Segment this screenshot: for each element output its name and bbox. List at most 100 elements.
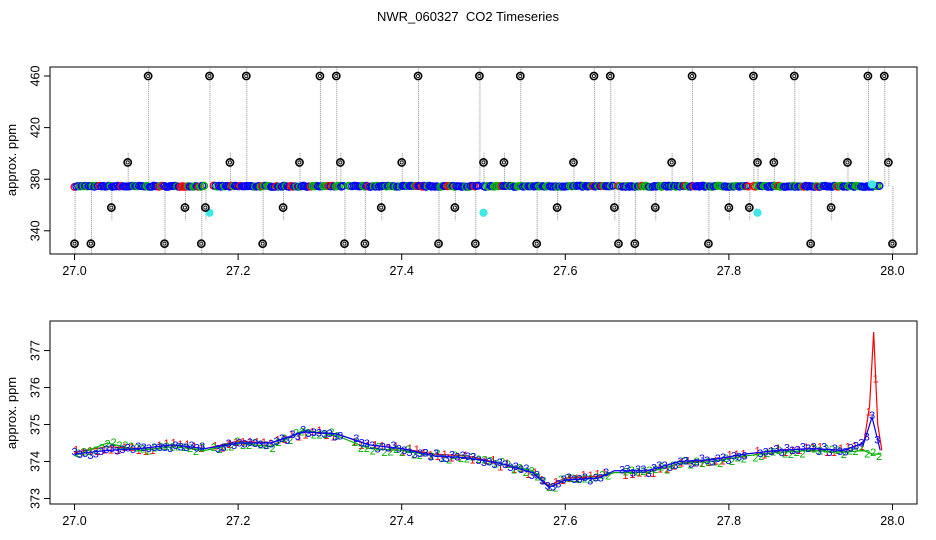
bottom-series-3-marker: 3 (763, 446, 769, 458)
bottom-series-2-marker: 2 (540, 475, 546, 487)
bottom-series-3-marker: 3 (853, 441, 859, 453)
bottom-series-2-marker: 2 (228, 442, 234, 454)
bottom-series-3-marker: 3 (864, 431, 870, 443)
bottom-series-1-marker: 1 (831, 447, 837, 459)
top-calibration-point-inner (334, 74, 339, 79)
top-calibration-point-inner (865, 74, 870, 79)
bottom-series-2-marker: 2 (393, 444, 399, 456)
bottom-series-3-marker: 3 (534, 470, 540, 482)
bottom-series-2-marker: 2 (322, 429, 328, 441)
bottom-series-2-marker: 2 (711, 456, 717, 468)
bottom-series-1-marker: 1 (643, 467, 649, 479)
top-data-point (875, 181, 884, 190)
bottom-series-1-marker: 1 (115, 445, 121, 457)
top-calibration-point (843, 158, 852, 167)
bottom-series-2-marker: 2 (264, 440, 270, 452)
bottom-series-2-marker: 2 (564, 472, 570, 484)
bottom-series-1-marker: 1 (511, 464, 517, 476)
bottom-series-3-marker: 3 (486, 457, 492, 469)
bottom-series-3-marker: 3 (162, 442, 168, 454)
top-calibration-point-inner (182, 205, 187, 210)
top-calibration-point (434, 239, 443, 249)
bottom-series-3-marker: 3 (284, 435, 290, 447)
top-calibration-point (413, 71, 423, 81)
top-calibration-point (724, 203, 734, 212)
bottom-series-1-marker: 1 (782, 447, 788, 459)
top-calibration-point (315, 71, 325, 81)
bottom-series-3-marker: 3 (513, 461, 519, 473)
bottom-series-3-marker: 3 (417, 448, 423, 460)
bottom-series-3-marker: 3 (178, 442, 184, 454)
bottom-series-1-marker: 1 (122, 442, 128, 454)
bottom-series-3-marker: 3 (688, 459, 694, 471)
top-x-axis: 27.0 27.2 27.4 27.6 27.8 28.0 (62, 253, 905, 278)
top-calibration-point (335, 158, 345, 167)
bottom-series-2-marker: 2 (688, 460, 694, 472)
top-calibration-point-inner (379, 205, 384, 210)
bottom-series-2-line (74, 429, 881, 489)
top-calibration-point-inner (473, 241, 478, 246)
bottom-series-2-marker: 2 (293, 427, 299, 439)
bottom-series-3-marker: 3 (220, 442, 226, 454)
top-calibration-point-inner (109, 205, 114, 210)
bottom-series-2-marker: 2 (552, 482, 558, 494)
top-calibration-point (241, 71, 251, 81)
bottom-series-1-marker: 1 (595, 469, 601, 481)
bottom-series-1-marker: 1 (449, 452, 455, 464)
bottom-series-3-marker: 3 (789, 445, 795, 457)
bottom-series-2-marker: 2 (246, 440, 252, 452)
bottom-series-2-marker: 2 (375, 441, 381, 453)
bottom-series-3-marker: 3 (401, 445, 407, 457)
bottom-series-3-marker: 3 (385, 442, 391, 454)
top-calibration-point-inner (416, 74, 421, 79)
bottom-series-2-marker: 2 (811, 444, 817, 456)
bottom-series-2-marker: 2 (222, 442, 228, 454)
bottom-series-3-marker: 3 (300, 425, 306, 437)
bottom-series-3-marker: 3 (71, 446, 77, 458)
bottom-series-2-marker: 2 (729, 456, 735, 468)
top-y-axis: 340 380 420 460 (28, 66, 51, 241)
top-calibration-point-inner (518, 74, 523, 79)
top-calibration-point (753, 158, 762, 167)
top-calibration-point-inner (808, 241, 813, 246)
top-calibration-point (532, 239, 542, 249)
bottom-series-3-marker: 3 (502, 459, 508, 471)
top-calibration-point-inner (751, 74, 756, 79)
bottom-series-1-marker: 1 (692, 457, 698, 469)
bottom-series-2-marker: 2 (311, 430, 317, 442)
bottom-series-3-marker: 3 (507, 462, 513, 474)
bottom-series-3-marker: 3 (736, 452, 742, 464)
bottom-series-2-marker: 2 (163, 441, 169, 453)
top-calibration-point-inner (792, 74, 797, 79)
top-calibration-point (331, 71, 341, 81)
top-calibration-point-inner (207, 74, 212, 79)
bottom-series-2-marker: 2 (269, 443, 275, 455)
bottom-series-3-marker: 3 (438, 453, 444, 465)
bottom-series-2-marker: 2 (758, 451, 764, 463)
bottom-series-2-marker: 2 (458, 453, 464, 465)
bottom-series-1-marker: 1 (289, 429, 295, 441)
bottom-series-1-marker: 1 (699, 458, 705, 470)
top-calibration-point-inner (501, 160, 506, 165)
bottom-series-2-marker: 2 (81, 446, 87, 458)
bottom-series-3-marker: 3 (816, 446, 822, 458)
bottom-series-2-marker: 2 (287, 435, 293, 447)
bottom-series-2-marker: 2 (847, 445, 853, 457)
bottom-series-3-marker: 3 (603, 467, 609, 479)
top-calibration-point (704, 239, 713, 249)
bottom-x-tick-label: 27.6 (553, 514, 577, 528)
bottom-series-3-marker: 3 (263, 440, 269, 452)
top-calibration-point-inner (72, 241, 77, 246)
top-calibration-point (475, 71, 484, 81)
bottom-series-2-marker: 2 (841, 449, 847, 461)
bottom-series-1-marker: 1 (330, 432, 336, 444)
top-calibration-point (360, 239, 370, 249)
top-calibration-point-inner (555, 205, 560, 210)
bottom-x-tick-label: 28.0 (880, 514, 904, 528)
bottom-y-axis-label: approx. ppm (4, 377, 19, 449)
bottom-series-2-marker: 2 (193, 446, 199, 458)
top-calibration-point-inner (199, 241, 204, 246)
bottom-series-3-marker: 3 (268, 438, 274, 450)
bottom-series-3-marker: 3 (518, 464, 524, 476)
